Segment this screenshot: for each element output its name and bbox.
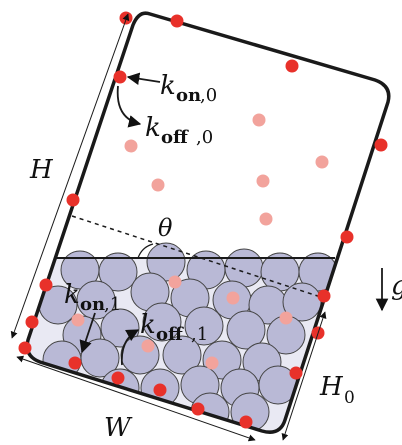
label-H0: H 0 [319,372,355,408]
label-kon0: k on ,0 [160,71,217,106]
bound-particle [18,341,32,355]
bound-particle [25,315,39,329]
label-koff0-main: k [145,113,161,143]
label-kon1-index: ,1 [104,294,121,315]
granular-particle [184,306,224,346]
label-g: g [391,271,402,301]
label-kon0-sub: on [176,85,201,106]
tilt-reference-line [71,215,331,301]
bound-particle [111,371,125,385]
label-kon1: k on ,1 [64,280,121,315]
label-koff0-sub: off [161,127,189,148]
free-particle [205,356,219,370]
label-kon1-main: k [64,280,80,310]
free-particle [124,139,138,153]
label-theta: θ [158,214,173,242]
bound-particle [340,230,354,244]
koff1-arrow [120,329,140,366]
bound-particle [68,356,82,370]
kon0-arrow [126,72,161,85]
label-H0-main: H [319,372,344,402]
free-particle [141,339,155,353]
bound-particle [39,278,53,292]
label-kon0-main: k [160,71,176,101]
label-koff1-index: ,1 [191,324,208,345]
label-H: H [29,155,54,185]
theta-arc [137,243,154,259]
kon1-arrow [79,312,96,354]
free-particles [124,113,329,226]
koff0-arrow [116,85,142,128]
bound-particle [285,59,299,73]
bound-particle [113,70,127,84]
free-particle [71,313,85,327]
free-particle [256,174,270,188]
label-koff0-index: ,0 [196,127,213,148]
label-W: W [104,413,133,443]
free-particle [259,212,273,226]
bound-particle [374,138,388,152]
free-particle [168,275,182,289]
bound-particle [66,193,80,207]
bed-height-dimension-line [281,311,327,441]
bound-particle [317,289,331,303]
granular-particle [226,310,266,350]
label-koff0: k off ,0 [145,113,213,148]
label-koff1: k off ,1 [140,310,208,345]
bound-particle [239,415,253,429]
bound-particle [170,14,184,28]
bound-particle [191,402,205,416]
bound-particle [119,11,133,25]
free-particle [151,178,165,192]
granular-particle [142,302,182,342]
label-koff1-sub: off [156,324,184,345]
free-particle [279,311,293,325]
height-dimension-line [10,13,130,339]
free-particle [226,291,240,305]
label-H0-sub: 0 [344,388,355,408]
container-outline [25,11,391,434]
label-kon1-sub: on [80,294,105,315]
bound-particle [153,383,167,397]
free-particle [252,113,266,127]
label-kon0-index: ,0 [200,85,217,106]
label-koff1-main: k [140,310,156,340]
free-particle [315,155,329,169]
bound-particle [289,366,303,380]
width-dimension-line [16,355,256,442]
